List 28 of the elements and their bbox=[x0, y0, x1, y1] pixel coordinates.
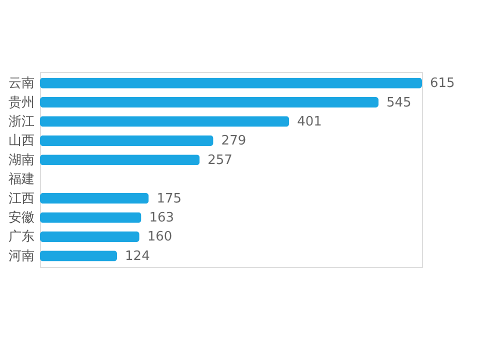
data-label: 279 bbox=[221, 134, 246, 149]
y-tick-label: 江西 bbox=[8, 191, 34, 206]
bar bbox=[40, 231, 140, 242]
data-label: 175 bbox=[156, 191, 182, 206]
bar bbox=[40, 212, 142, 223]
data-label: 124 bbox=[125, 248, 150, 264]
y-tick-label: 贵州 bbox=[8, 95, 34, 110]
bar bbox=[40, 96, 379, 108]
bar bbox=[40, 154, 200, 166]
data-label: 615 bbox=[430, 76, 455, 92]
bar bbox=[40, 193, 149, 204]
y-tick-label: 安徽 bbox=[8, 210, 34, 226]
data-label: 257 bbox=[208, 152, 232, 168]
bar bbox=[40, 250, 118, 262]
data-label: 160 bbox=[147, 230, 172, 245]
bar bbox=[40, 78, 422, 88]
y-tick-label: 云南 bbox=[8, 76, 34, 92]
bar bbox=[40, 135, 214, 146]
y-tick-label: 山西 bbox=[8, 134, 34, 149]
data-label: 545 bbox=[386, 95, 412, 110]
y-tick-label: 河南 bbox=[8, 248, 34, 264]
data-label: 163 bbox=[149, 210, 174, 226]
y-tick-label: 福建 bbox=[8, 172, 34, 188]
y-tick-label: 湖南 bbox=[8, 152, 34, 168]
bar bbox=[40, 116, 290, 127]
y-tick-label: 广东 bbox=[8, 230, 34, 245]
data-label: 401 bbox=[297, 114, 322, 130]
y-tick-label: 浙江 bbox=[8, 114, 34, 130]
